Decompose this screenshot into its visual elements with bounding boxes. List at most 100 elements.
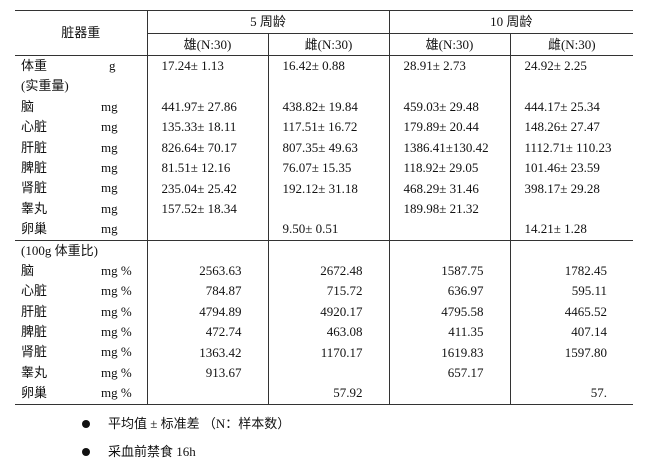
value-cell: 1587.75 — [388, 260, 511, 282]
value-cell: 1363.42 — [146, 342, 268, 363]
value-cell: 1619.83 — [388, 342, 511, 363]
row-label: 脾脏 mg % — [15, 322, 147, 342]
unit-label: mg % — [101, 303, 132, 319]
table-row: 肝脏 mg % 4794.89 4920.17 4795.58 4465.52 — [15, 301, 634, 323]
organ-name: 心脏 — [21, 119, 48, 135]
row-label: 心脏 mg — [15, 117, 147, 137]
bullet-icon — [82, 448, 90, 456]
value-cell: 117.51± 16.72 — [267, 117, 390, 138]
unit-label: mg — [101, 159, 118, 175]
row-label: 睾丸 mg % — [15, 363, 147, 383]
value-cell: 407.14 — [509, 322, 634, 343]
value-cell: 826.64± 70.17 — [146, 137, 268, 158]
value-cell: 14.21± 1.28 — [509, 219, 634, 241]
value-cell: 17.24± 1.13 — [146, 55, 268, 77]
value-cell: 398.17± 29.28 — [509, 178, 634, 199]
section-label-actual-weight: (实重量) — [15, 76, 147, 96]
organ-weight-table: 脏器重 5 周龄 10 周龄 雄(N:30) 雌(N:30) 雄(N:30) 雌… — [15, 10, 634, 405]
value-cell: 657.17 — [388, 362, 511, 384]
table-row: 睾丸 mg % 913.67 657.17 — [15, 362, 634, 384]
organ-name: 肝脏 — [21, 139, 48, 155]
value-cell: 118.92± 29.05 — [388, 157, 511, 179]
note-text: 采血前禁食 16h — [108, 444, 196, 459]
value-cell — [146, 383, 268, 405]
unit-label: mg % — [101, 262, 132, 278]
table-row: 卵巢 mg 9.50± 0.51 14.21± 1.28 — [15, 219, 634, 241]
organ-name: 脾脏 — [21, 324, 48, 340]
subheader-10wk-male: 雄(N:30) — [388, 33, 511, 56]
unit-label: mg — [101, 98, 118, 114]
value-cell: 9.50± 0.51 — [267, 219, 390, 241]
row-label: 肝脏 mg — [15, 138, 147, 158]
table-row: 心脏 mg % 784.87 715.72 636.97 595.11 — [15, 281, 634, 302]
row-label-body-weight: 体重 g — [15, 55, 147, 77]
note-item: 平均值 ± 标准差 （N：样本数） — [82, 410, 290, 438]
organ-name: 睾丸 — [21, 200, 48, 216]
row-label: 脑 mg % — [15, 261, 147, 281]
value-cell: 438.82± 19.84 — [267, 96, 390, 118]
value-cell: 157.52± 18.34 — [146, 198, 268, 220]
unit-label: mg % — [101, 344, 132, 360]
value-cell: 2672.48 — [267, 260, 390, 282]
unit-label: mg % — [101, 283, 132, 299]
value-cell: 472.74 — [146, 322, 268, 343]
value-cell — [388, 383, 511, 405]
value-cell: 24.92± 2.25 — [509, 55, 634, 77]
value-cell: 192.12± 31.18 — [267, 178, 390, 199]
row-label: 睾丸 mg — [15, 199, 147, 219]
unit-label: mg — [101, 119, 118, 135]
value-cell: 81.51± 12.16 — [146, 157, 268, 179]
value-cell: 4465.52 — [509, 301, 634, 323]
value-cell: 101.46± 23.59 — [509, 157, 634, 179]
group-header-5wk: 5 周龄 — [146, 10, 390, 34]
table-row: 脑 mg 441.97± 27.86 438.82± 19.84 459.03± 29.… — [15, 96, 634, 118]
section-actual-weight: 脑 mg 441.97± 27.86 438.82± 19.84 459.03± 29.… — [15, 96, 634, 241]
section-ratio: 脑 mg % 2563.63 2672.48 1587.75 1782.45 心脏 mg % 7… — [15, 260, 634, 405]
organ-name: 脑 — [21, 98, 35, 114]
value-cell — [267, 362, 390, 384]
value-cell: 715.72 — [267, 281, 390, 302]
row-label: 肝脏 mg % — [15, 302, 147, 322]
row-label: 卵巢 mg — [15, 219, 147, 240]
value-cell: 148.26± 27.47 — [509, 117, 634, 138]
value-cell: 636.97 — [388, 281, 511, 302]
note-text: 平均值 ± 标准差 （N：样本数） — [108, 416, 291, 431]
value-cell: 459.03± 29.48 — [388, 96, 511, 118]
value-cell: 4795.58 — [388, 301, 511, 323]
corner-header: 脏器重 — [15, 10, 147, 56]
row-label: 卵巢 mg % — [15, 383, 147, 405]
note-item: 采血前禁食 16h — [82, 438, 290, 466]
section-label-ratio: (100g 体重比) — [15, 239, 147, 261]
value-cell: 2563.63 — [146, 260, 268, 282]
unit-label: g — [109, 58, 116, 73]
row-label: 心脏 mg % — [15, 281, 147, 301]
subheader-10wk-female: 雌(N:30) — [509, 33, 634, 56]
table-row: 脑 mg % 2563.63 2672.48 1587.75 1782.45 — [15, 260, 634, 282]
subheader-5wk-female: 雌(N:30) — [267, 33, 390, 56]
value-cell: 1782.45 — [509, 260, 634, 282]
row-label: 脾脏 mg — [15, 158, 147, 178]
value-cell: 807.35± 49.63 — [267, 137, 390, 158]
subheader-5wk-male: 雄(N:30) — [146, 33, 268, 56]
value-cell — [509, 362, 634, 384]
organ-name: 肾脏 — [21, 344, 48, 360]
value-cell: 784.87 — [146, 281, 268, 302]
value-cell: 4920.17 — [267, 301, 390, 323]
value-cell: 28.91± 2.73 — [388, 55, 511, 77]
organ-name: 脑 — [21, 262, 35, 278]
value-cell — [388, 219, 511, 241]
row-label: 肾脏 mg — [15, 178, 147, 198]
table-row: 心脏 mg 135.33± 18.11 117.51± 16.72 179.89± 20… — [15, 117, 634, 138]
organ-name: 卵巢 — [21, 221, 48, 237]
value-cell — [509, 198, 634, 220]
organ-name: 睾丸 — [21, 364, 48, 380]
value-cell — [146, 219, 268, 241]
value-cell: 1597.80 — [509, 342, 634, 363]
value-cell: 16.42± 0.88 — [267, 55, 390, 77]
table-row: 睾丸 mg 157.52± 18.34 189.98± 21.32 — [15, 198, 634, 220]
value-cell: 1386.41±130.42 — [388, 137, 511, 158]
value-cell: 1170.17 — [267, 342, 390, 363]
value-cell: 411.35 — [388, 322, 511, 343]
unit-label: mg % — [101, 324, 132, 340]
value-cell: 441.97± 27.86 — [146, 96, 268, 118]
